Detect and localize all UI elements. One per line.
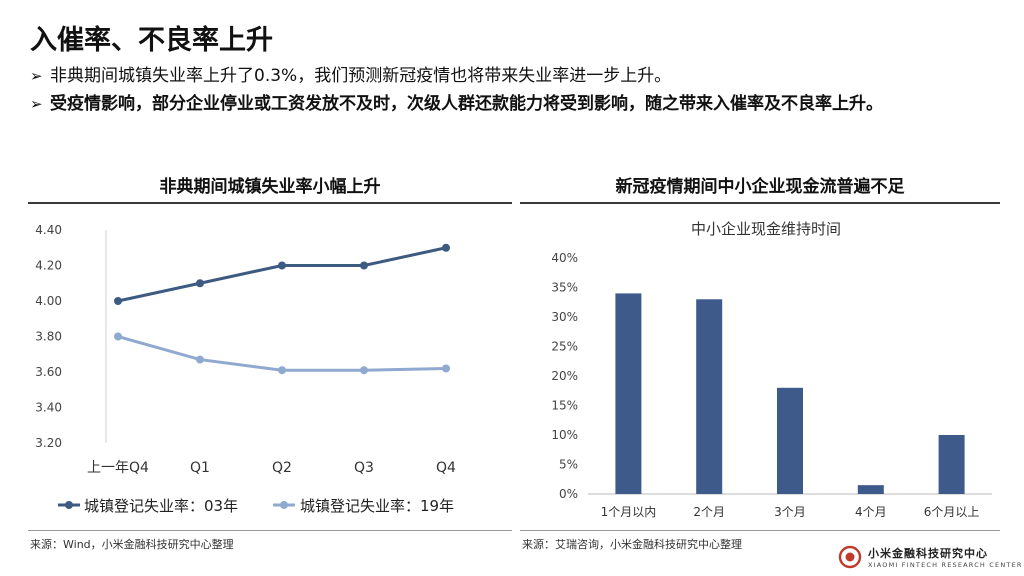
unemployment-line-chart: 3.20 3.40 3.60 3.80 4.00 4.20 4.40 上一年Q4 Q1 Q2 Q3 Q… (35, 223, 456, 515)
bullet-item: ➢ 非典期间城镇失业率上升了0.3%，我们预测新冠疫情也将带来失业率进一步上升。 (30, 64, 990, 89)
left-panel-divider (28, 202, 512, 204)
legend-label: 城镇登记失业率：03年 (84, 497, 238, 515)
arrow-bullet-icon: ➢ (30, 67, 43, 85)
bullet-item: ➢ 受疫情影响，部分企业停业或工资发放不及时，次级人群还款能力将受到影响，随之带… (30, 92, 990, 117)
cash-duration-bar-chart: 中小企业现金维持时间 0% 5% 10% 15% 20% 25% 30% 35% 40% 1个月以内… (551, 220, 992, 519)
x-tick-label: Q1 (190, 460, 210, 476)
x-tick-label: Q3 (354, 460, 374, 476)
legend-swatch-marker (65, 501, 73, 509)
data-point-0 (196, 279, 204, 288)
brand-logo-icon (838, 545, 862, 569)
y-tick-label: 10% (551, 428, 578, 442)
y-tick-label: 4.00 (35, 294, 62, 308)
y-tick-label: 30% (551, 310, 578, 324)
right-panel-title: 新冠疫情期间中小企业现金流普遍不足 (615, 177, 905, 197)
left-panel-bottom-rule (28, 530, 512, 531)
y-tick-label: 40% (551, 251, 578, 265)
right-panel-source: 来源：艾瑞咨询，小米金融科技研究中心整理 (522, 538, 742, 551)
data-point-1 (360, 366, 368, 375)
x-tick-label: 4个月 (855, 505, 887, 519)
x-tick-label: 1个月以内 (601, 505, 657, 519)
y-tick-label: 3.20 (35, 436, 62, 450)
brand-logo-cn: 小米金融科技研究中心 (868, 547, 988, 560)
data-point-1 (278, 366, 286, 375)
chart-title: 中小企业现金维持时间 (691, 220, 841, 238)
x-tick-label: Q2 (272, 460, 292, 476)
bullet-text: 受疫情影响，部分企业停业或工资发放不及时，次级人群还款能力将受到影响，随之带来入… (50, 94, 883, 114)
arrow-bullet-icon: ➢ (30, 95, 43, 113)
bullet-list: ➢ 非典期间城镇失业率上升了0.3%，我们预测新冠疫情也将带来失业率进一步上升。… (30, 64, 990, 120)
data-point-0 (114, 297, 122, 305)
brand-logo: 小米金融科技研究中心 XIAOMI FINTECH RESEARCH CENTE… (838, 545, 1023, 569)
y-tick-label: 25% (551, 340, 578, 354)
series-line-1 (117, 335, 447, 372)
x-tick-label: 2个月 (693, 505, 725, 519)
left-panel-source: 来源：Wind，小米金融科技研究中心整理 (30, 538, 234, 551)
bullet-text: 非典期间城镇失业率上升了0.3%，我们预测新冠疫情也将带来失业率进一步上升。 (50, 66, 672, 86)
y-tick-label: 3.40 (35, 401, 62, 415)
data-point-1 (196, 355, 204, 364)
y-tick-label: 35% (551, 281, 578, 295)
y-tick-label: 4.40 (35, 223, 62, 237)
y-tick-label: 5% (559, 458, 578, 472)
bar (615, 293, 642, 494)
bar (777, 387, 803, 494)
y-tick-label: 4.20 (35, 259, 62, 273)
brand-logo-en: XIAOMI FINTECH RESEARCH CENTER (868, 561, 1023, 569)
y-tick-label: 3.80 (35, 330, 62, 344)
x-tick-label: Q4 (436, 460, 456, 476)
data-point-0 (442, 243, 450, 252)
left-panel-title: 非典期间城镇失业率小幅上升 (159, 177, 381, 197)
right-panel-divider (520, 202, 1000, 204)
legend-swatch-marker (280, 501, 288, 509)
series-line-0 (117, 246, 447, 303)
right-panel-bottom-rule (520, 530, 1000, 531)
data-point-0 (278, 261, 286, 270)
y-tick-label: 0% (559, 487, 578, 501)
x-tick-label: 上一年Q4 (87, 460, 149, 476)
data-point-1 (442, 364, 450, 373)
x-tick-label: 6个月以上 (924, 505, 980, 519)
bar (938, 435, 965, 494)
slide-title: 入催率、不良率上升 (30, 25, 273, 56)
y-tick-label: 15% (551, 399, 578, 413)
data-point-1 (114, 332, 122, 341)
y-tick-label: 3.60 (35, 365, 62, 379)
data-point-0 (360, 261, 368, 270)
bar (696, 299, 723, 494)
y-tick-label: 20% (551, 369, 578, 383)
legend-label: 城镇登记失业率：19年 (300, 497, 454, 515)
bar (857, 485, 884, 494)
x-tick-label: 3个月 (774, 505, 806, 519)
